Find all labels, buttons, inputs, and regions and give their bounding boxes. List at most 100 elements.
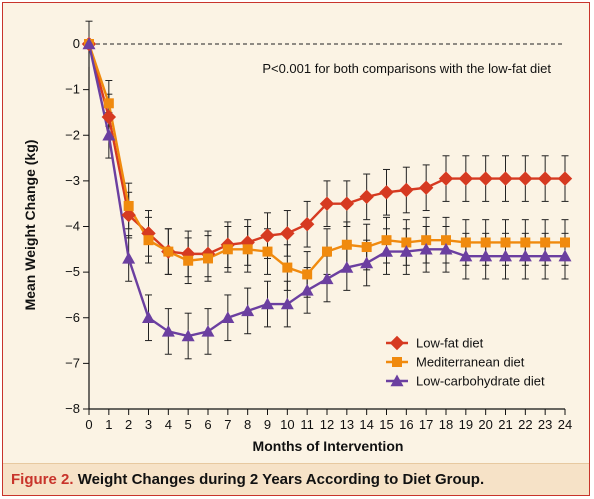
data-point xyxy=(203,253,213,264)
data-point xyxy=(181,329,195,342)
data-point xyxy=(438,171,454,186)
data-point xyxy=(458,171,474,186)
plot-area: 0 −1 −2 −3 −4 −5 −6 −7 −8 0 1 2 3 4 5 6 7 8 9 10 11 12 13 14 15 1… xyxy=(3,3,589,463)
data-point xyxy=(222,244,233,255)
legend-label: Low-fat diet xyxy=(416,336,484,351)
y-tick-label: −8 xyxy=(65,401,80,416)
data-point xyxy=(360,256,374,269)
x-tick-label: 22 xyxy=(518,417,532,432)
y-tick-label: 0 xyxy=(73,36,80,51)
data-point xyxy=(558,249,572,262)
data-point xyxy=(163,246,174,257)
data-point xyxy=(537,171,553,186)
x-tick-label: 10 xyxy=(280,417,294,432)
legend-marker xyxy=(389,335,405,351)
figure-number: Figure 2. xyxy=(11,471,74,488)
x-tick-label: 20 xyxy=(478,417,492,432)
y-tick-label: −4 xyxy=(65,219,80,234)
x-tick-label: 7 xyxy=(224,417,231,432)
data-point xyxy=(361,242,372,253)
data-point xyxy=(518,171,533,186)
data-point xyxy=(161,324,175,337)
data-point xyxy=(101,109,117,125)
y-axis-label: Mean Weight Change (kg) xyxy=(22,140,38,311)
data-point xyxy=(241,304,255,317)
data-point xyxy=(380,245,393,257)
x-tick-label: 8 xyxy=(244,417,251,432)
legend-marker xyxy=(392,357,402,367)
legend-marker xyxy=(390,374,404,387)
data-point xyxy=(302,269,313,280)
data-point xyxy=(499,249,512,262)
data-point xyxy=(121,207,136,223)
data-point xyxy=(540,237,551,248)
y-tick-label: −5 xyxy=(65,264,80,279)
data-point xyxy=(538,249,552,262)
data-point xyxy=(201,324,215,337)
data-point xyxy=(359,189,374,205)
x-tick-label: 24 xyxy=(558,417,572,432)
data-point xyxy=(419,242,433,255)
data-point xyxy=(183,255,194,266)
x-tick-label: 18 xyxy=(439,417,453,432)
data-point xyxy=(418,180,434,195)
series-errorbars-1 xyxy=(105,80,569,298)
data-point xyxy=(82,37,96,50)
figure-frame: 0 −1 −2 −3 −4 −5 −6 −7 −8 0 1 2 3 4 5 6 7 8 9 10 11 12 13 14 15 1… xyxy=(2,2,590,496)
data-point xyxy=(441,235,451,246)
data-point xyxy=(480,237,491,248)
data-point xyxy=(399,245,413,257)
data-point xyxy=(518,249,532,262)
data-point xyxy=(460,237,471,248)
x-tick-label: 15 xyxy=(379,417,393,432)
x-tick-label: 11 xyxy=(300,417,314,432)
x-tick-label: 13 xyxy=(340,417,354,432)
x-tick-label: 23 xyxy=(538,417,552,432)
y-tick-label: −2 xyxy=(65,127,80,142)
p-value-annotation: P<0.001 for both comparisons with the lo… xyxy=(262,61,551,76)
data-point xyxy=(320,272,334,285)
data-point xyxy=(122,251,136,264)
data-point xyxy=(221,311,235,323)
x-tick-label: 14 xyxy=(359,417,373,432)
y-tick-label: −3 xyxy=(65,173,80,188)
x-tick-label: 19 xyxy=(459,417,473,432)
data-point xyxy=(242,244,253,255)
y-tick-label: −1 xyxy=(65,82,80,97)
data-point xyxy=(379,185,394,200)
x-tick-label: 0 xyxy=(85,417,92,432)
data-point xyxy=(143,235,154,246)
data-point xyxy=(479,249,493,262)
series-errorbars-2 xyxy=(105,111,569,360)
x-axis-label: Months of Intervention xyxy=(253,438,404,454)
data-point xyxy=(520,237,531,248)
figure-title: Weight Changes during 2 Years According … xyxy=(77,471,485,488)
x-tick-label: 9 xyxy=(264,417,271,432)
x-tick-label: 12 xyxy=(320,417,334,432)
y-tick-label: −7 xyxy=(65,355,80,370)
x-tick-label: 17 xyxy=(419,417,433,432)
x-tick-label: 5 xyxy=(185,417,192,432)
data-point xyxy=(300,283,314,296)
data-point xyxy=(340,261,354,273)
x-tick-label: 21 xyxy=(498,417,512,432)
data-point xyxy=(261,297,274,310)
data-point xyxy=(319,196,335,211)
data-point xyxy=(399,182,414,198)
data-point xyxy=(459,249,473,262)
data-point xyxy=(339,196,355,211)
data-point xyxy=(123,200,134,211)
x-tick-label: 16 xyxy=(399,417,413,432)
x-tick-label: 1 xyxy=(105,417,112,432)
legend-label: Mediterranean diet xyxy=(416,355,525,370)
x-tick-label: 2 xyxy=(125,417,132,432)
legend-label: Low-carbohydrate diet xyxy=(416,374,545,389)
data-point xyxy=(478,171,493,186)
x-tick-label: 3 xyxy=(145,417,152,432)
weight-change-chart: 0−1−2−3−4−5−6−7−80 1 2 3 4 5 6 7 8 9 10 11 12 13 14 15 1… xyxy=(22,20,572,454)
data-point xyxy=(142,311,155,323)
x-tick-label: 6 xyxy=(204,417,211,432)
legend: Low-fat diet Mediterranean diet Low-carboh… xyxy=(386,336,545,389)
data-point xyxy=(282,262,293,273)
x-tick-label: 4 xyxy=(165,417,172,432)
